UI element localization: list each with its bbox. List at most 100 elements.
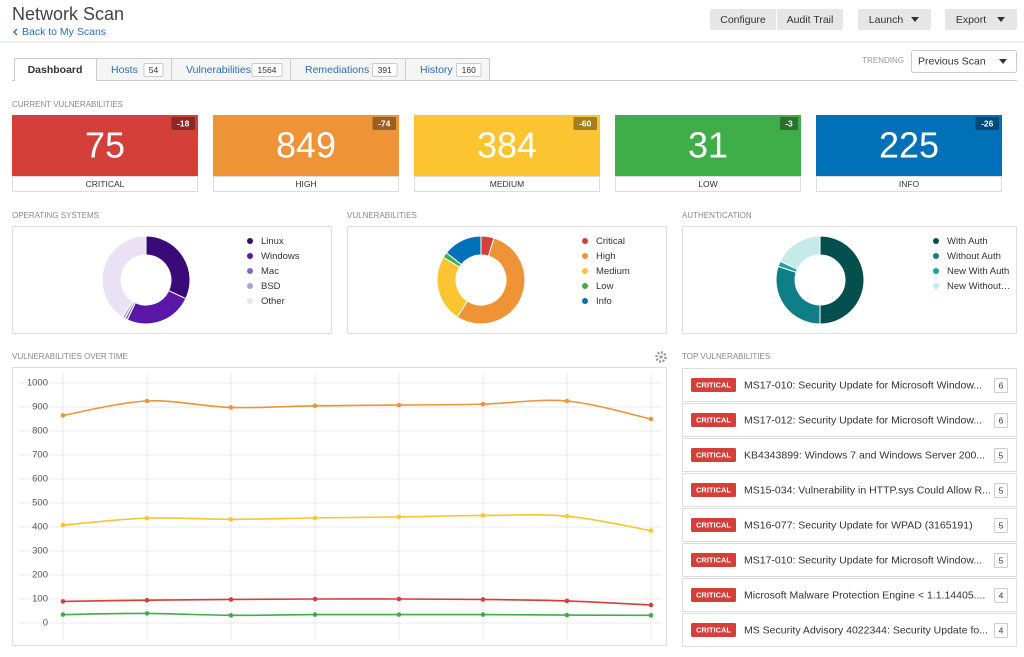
legend-swatch [582,283,588,289]
legend-swatch [933,283,939,289]
trending-label: TRENDING [862,56,904,65]
severity-badge [691,483,736,497]
card-bottom [12,176,198,192]
back-link[interactable]: Back to My Scans [22,26,106,38]
card-change: -60 [579,118,592,128]
card-top[interactable] [12,115,198,176]
donut-slice [445,235,482,266]
trending-value[interactable]: Previous Scan [918,55,986,67]
card-bottom [816,176,1002,192]
button-label[interactable]: Configure [720,14,766,26]
button[interactable] [858,9,931,30]
severity-badge [691,518,736,532]
vuln-name[interactable]: MS16-077: Security Update for WPAD (3165… [744,519,973,531]
gear[interactable] [655,351,667,363]
vuln-count: 4 [999,625,1004,635]
series-point [396,402,402,408]
card-bottom [414,176,600,192]
settings-icon[interactable] [655,351,667,363]
tab-count: 160 [462,65,476,75]
tab-label[interactable]: Remediations [305,64,369,76]
series-point [396,596,402,602]
tab-count: 391 [378,65,392,75]
y-tick-label: 500 [32,498,48,509]
tab-label[interactable]: Hosts [111,64,138,76]
button[interactable] [945,9,1017,30]
section-label: VULNERABILITIES [347,211,417,220]
card-value: 225 [879,125,939,166]
trending-select[interactable] [911,50,1017,73]
count-box [994,483,1008,498]
count-box [994,588,1008,603]
series-line [62,598,652,606]
legend-swatch [582,253,588,259]
card-value: 31 [688,125,728,166]
series-point [60,522,66,528]
y-tick-label: 100 [32,594,48,605]
card-change-badge [372,117,396,130]
legend-swatch [933,268,939,274]
series-point [564,598,570,604]
tab-label[interactable]: History [420,64,453,76]
severity-label: CRITICAL [696,590,731,599]
severity-label: CRITICAL [696,380,731,389]
card-change-badge [975,117,999,130]
legend-swatch [933,238,939,244]
y-tick-label: 0 [43,618,48,629]
legend-swatch [582,268,588,274]
legend-swatch [247,253,253,259]
gear-hub[interactable] [659,355,663,359]
legend-label: With Auth [947,236,988,247]
y-tick-label: 200 [32,570,48,581]
series-point [228,597,234,602]
legend-label: Linux [261,236,284,247]
vuln-name[interactable]: MS17-010: Security Update for Microsoft … [744,554,982,566]
y-tick-label: 1000 [27,378,48,389]
vuln-count: 5 [999,520,1004,530]
vuln-count: 4 [999,590,1004,600]
vuln-row[interactable] [682,508,1017,542]
series-point [144,611,150,616]
card-label: MEDIUM [490,179,524,189]
tab-label[interactable]: Dashboard [28,64,83,76]
donut-slice [101,235,147,318]
legend-label: Critical [596,236,625,247]
count-box [994,623,1008,638]
legend-label: New With Auth [947,266,1009,277]
back-chevron[interactable] [13,28,18,36]
card-top[interactable] [615,115,801,176]
vuln-name[interactable]: KB4343899: Windows 7 and Windows Server … [744,449,985,461]
legend-swatch [582,238,588,244]
vuln-row[interactable] [682,368,1017,402]
button-label[interactable]: Audit Trail [787,14,834,26]
button-label[interactable]: Launch [869,14,904,26]
y-tick-label: 300 [32,546,48,557]
card-top[interactable] [414,115,600,176]
vuln-name[interactable]: Microsoft Malware Protection Engine < 1.… [744,589,985,601]
vuln-row[interactable] [682,473,1017,507]
tab-count-box [251,63,283,77]
severity-label: CRITICAL [696,520,731,529]
button[interactable] [710,9,776,30]
vuln-name[interactable]: MS Security Advisory 4022344: Security U… [744,624,988,636]
severity-label: CRITICAL [696,450,731,459]
tab-label[interactable]: Vulnerabilities [186,64,251,76]
series-point [480,513,486,518]
severity-badge [691,588,736,602]
tab-count-box [456,63,482,77]
vuln-row[interactable] [682,578,1017,612]
vuln-row[interactable] [682,613,1017,647]
legend-swatch [247,268,253,274]
vuln-name[interactable]: MS17-010: Security Update for Microsoft … [744,379,982,391]
card-top[interactable] [816,115,1002,176]
vuln-row[interactable] [682,543,1017,577]
vuln-row[interactable] [682,438,1017,472]
card-top[interactable] [213,115,399,176]
vuln-name[interactable]: MS17-012: Security Update for Microsoft … [744,414,982,426]
card-change-badge [171,117,195,130]
button-label[interactable]: Export [956,14,986,26]
button[interactable] [777,9,843,30]
vuln-name[interactable]: MS15-034: Vulnerability in HTTP.sys Coul… [744,484,991,496]
vuln-row[interactable] [682,403,1017,437]
legend-label: Mac [261,266,279,277]
